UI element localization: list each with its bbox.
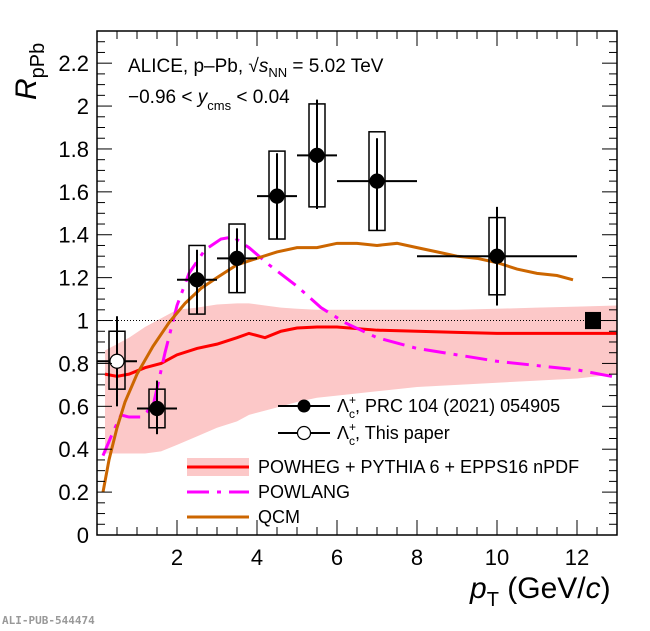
- x-tick-label: 10: [485, 545, 509, 570]
- y-tick-label: 0.2: [58, 480, 89, 505]
- y-tick-label: 1.4: [58, 223, 89, 248]
- data-point-open: [109, 353, 125, 369]
- legend-label-powheg: POWHEG + PYTHIA 6 + EPPS16 nPDF: [258, 457, 579, 477]
- y-tick-label: 1: [77, 309, 89, 334]
- powheg-uncertainty-band: [105, 303, 617, 454]
- x-tick-label: 6: [331, 545, 343, 570]
- data-point-filled: [229, 250, 245, 266]
- y-axis-label: RpPb: [10, 43, 49, 100]
- y-tick-label: 0: [77, 523, 89, 548]
- x-tick-label: 12: [565, 545, 589, 570]
- data-point-filled: [309, 147, 325, 163]
- data-point-filled: [189, 272, 205, 288]
- y-tick-label: 0.4: [58, 437, 89, 462]
- y-tick-label: 0.6: [58, 394, 89, 419]
- y-tick-label: 1.2: [58, 266, 89, 291]
- normalization-uncertainty-box: [585, 311, 601, 330]
- x-tick-label: 2: [171, 545, 183, 570]
- data-point-filled: [269, 188, 285, 204]
- legend-marker-open: [296, 425, 312, 441]
- annotation-system: ALICE, p–Pb, √sNN = 5.02 TeV: [128, 56, 384, 80]
- y-tick-label: 2.2: [58, 51, 89, 76]
- data-point-filled: [369, 173, 385, 189]
- annotation-rapidity: −0.96 < ycms < 0.04: [128, 87, 290, 113]
- publication-id: ALI-PUB-544474: [2, 614, 95, 627]
- powlang-curve: [101, 235, 618, 457]
- legend-marker-filled: [297, 399, 311, 413]
- legend-label-prc: Λ+ c, PRC 104 (2021) 054905: [337, 393, 560, 421]
- data-point-filled: [149, 400, 165, 417]
- y-tick-label: 1.6: [58, 180, 89, 205]
- data-point-filled: [489, 248, 505, 264]
- y-tick-label: 0.8: [58, 351, 89, 376]
- y-tick-label: 2: [77, 94, 89, 119]
- qcm-curve: [101, 241, 574, 493]
- y-tick-label: 1.8: [58, 137, 89, 162]
- x-tick-label: 4: [251, 545, 263, 570]
- legend-label-powlang: POWLANG: [258, 482, 350, 502]
- legend-label-this-paper: Λ+ c, This paper: [337, 420, 450, 448]
- powheg-curve: [104, 325, 617, 378]
- x-tick-label: 8: [411, 545, 423, 570]
- legend: Λ+ c, PRC 104 (2021) 054905 Λ+ c, This pap…: [187, 393, 579, 527]
- x-axis-label: pT (GeV/c): [469, 572, 611, 611]
- legend-label-qcm: QCM: [258, 507, 300, 527]
